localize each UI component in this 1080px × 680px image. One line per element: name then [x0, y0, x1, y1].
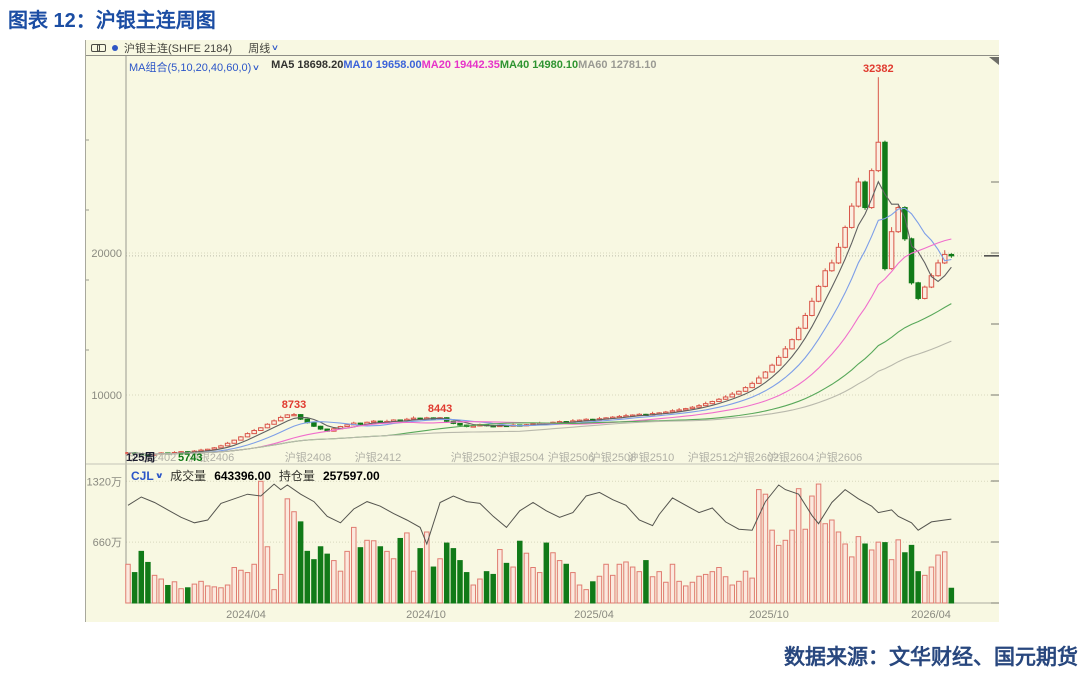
svg-text:8733: 8733	[282, 399, 306, 411]
svg-text:2026/04: 2026/04	[911, 609, 951, 621]
ma-value-ma60: MA60 12781.10	[578, 59, 657, 71]
ma-values: MA5 18698.20MA10 19658.00MA20 19442.35MA…	[271, 59, 656, 75]
ma-group-label: MA组合(5,10,20,40,60,0)	[129, 62, 252, 74]
svg-text:20000: 20000	[91, 248, 122, 260]
volume-label: 成交量	[170, 469, 207, 483]
svg-text:2025/04: 2025/04	[574, 609, 614, 621]
ma-value-ma10: MA10 19658.00	[343, 59, 422, 71]
chevron-down-icon: ∨	[271, 43, 280, 52]
svg-text:沪银2508: 沪银2508	[590, 450, 636, 464]
svg-text:2024/04: 2024/04	[226, 609, 266, 621]
svg-text:660万: 660万	[93, 537, 122, 549]
volume-header: CJL ∨ 成交量 643396.00 持仓量 257597.00	[131, 467, 380, 484]
period-label: 周线	[248, 42, 271, 55]
corner-fold-icon[interactable]	[989, 57, 999, 65]
instrument-dot-icon	[112, 44, 118, 51]
svg-text:沪银2506: 沪银2506	[548, 450, 594, 464]
svg-text:沪银2412: 沪银2412	[355, 450, 401, 464]
svg-text:8443: 8443	[428, 403, 452, 415]
svg-text:沪银2606: 沪银2606	[816, 450, 862, 464]
chart-widget: 20000 10000 1320万 660万 32382 8733 8443 沪银2402 沪银…	[85, 40, 999, 622]
ma-value-ma5: MA5 18698.20	[271, 59, 344, 71]
volume-value: 643396.00	[214, 468, 271, 483]
open-interest-label: 持仓量	[278, 469, 315, 483]
ma-group-selector[interactable]: MA组合(5,10,20,40,60,0) ∨	[129, 59, 261, 75]
svg-text:2025/10: 2025/10	[749, 609, 789, 621]
svg-text:沪银2512: 沪银2512	[688, 450, 734, 464]
period-selector[interactable]: 周线 ∨	[248, 40, 280, 56]
svg-text:5743: 5743	[178, 452, 202, 464]
svg-text:125周: 125周	[126, 451, 155, 464]
svg-text:沪银2602: 沪银2602	[733, 450, 779, 464]
svg-text:沪银2502: 沪银2502	[451, 450, 497, 464]
chevron-down-icon: ∨	[252, 62, 261, 72]
volume-indicator-label: CJL	[131, 468, 154, 483]
chart-header: 沪银主连(SHFE 2184) 周线 ∨	[86, 40, 999, 56]
instrument-name[interactable]: 沪银主连(SHFE 2184)	[124, 42, 233, 55]
open-interest-value: 257597.00	[322, 468, 380, 483]
volume-indicator-selector[interactable]: CJL ∨	[131, 468, 164, 483]
svg-text:1320万: 1320万	[87, 476, 122, 488]
chevron-down-icon: ∨	[154, 471, 164, 480]
svg-text:沪银2604: 沪银2604	[768, 450, 814, 464]
ma-value-ma40: MA40 14980.10	[499, 59, 579, 71]
svg-text:10000: 10000	[91, 390, 122, 402]
svg-text:沪银2408: 沪银2408	[285, 450, 331, 464]
ma-indicator-bar: MA组合(5,10,20,40,60,0) ∨ MA5 18698.20MA10…	[129, 59, 656, 75]
data-source: 数据来源：文华财经、国元期货	[784, 645, 1078, 669]
svg-text:32382: 32382	[863, 63, 894, 75]
figure-title: 图表 12：沪银主连周图	[8, 10, 216, 32]
link-icon[interactable]	[91, 43, 106, 52]
svg-text:沪银2406: 沪银2406	[188, 450, 234, 464]
candlestick-chart[interactable]: 20000 10000 1320万 660万 32382 8733 8443 沪银2402 沪银…	[86, 40, 999, 622]
svg-text:沪银2504: 沪银2504	[498, 450, 544, 464]
svg-text:沪银2402: 沪银2402	[130, 450, 176, 464]
ma-value-ma20: MA20 19442.35	[421, 59, 500, 71]
svg-text:沪银2510: 沪银2510	[628, 450, 674, 464]
svg-text:2024/10: 2024/10	[406, 609, 446, 621]
